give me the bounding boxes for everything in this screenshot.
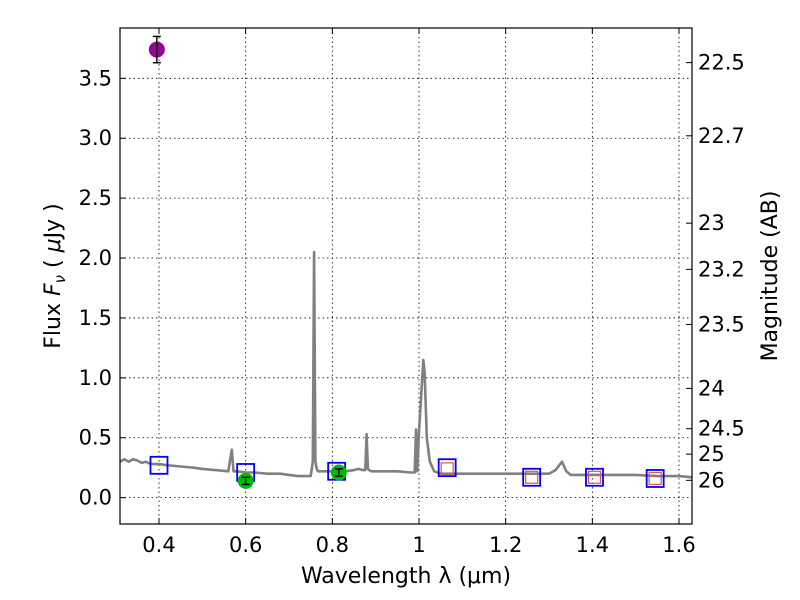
- plot-frame: [119, 27, 693, 525]
- y-tick-label: 1.0: [79, 366, 112, 390]
- y-tick-label: 1.5: [79, 306, 112, 330]
- model-photometry-square: [585, 467, 604, 487]
- y-axis-label: Flux Fν ( μJy ): [41, 203, 69, 348]
- x-tick-label: 1.4: [576, 533, 609, 557]
- x-tick-label: 0.4: [142, 533, 175, 557]
- model-photometry-square: [149, 455, 169, 475]
- markers-layer: [148, 35, 665, 489]
- model-photometry-square: [437, 458, 457, 478]
- y-axis-label-unit-mu: μ: [41, 238, 66, 253]
- x-axis-label: Wavelength λ (μm): [301, 564, 511, 589]
- magnitude-tick-label: 23.2: [698, 257, 745, 281]
- magnitude-tick-label: 22.5: [698, 51, 745, 75]
- model-photometry-inner-square: [525, 470, 539, 484]
- spectrum-layer: [119, 250, 693, 479]
- y-tick-label: 0.0: [79, 486, 112, 510]
- y-axis-label-text: Flux: [41, 303, 66, 349]
- model-photometry-square: [522, 467, 542, 487]
- model-photometry-square: [645, 469, 665, 488]
- x-tick-label: 1.2: [489, 533, 522, 557]
- magnitude-tick-label: 24: [698, 376, 725, 400]
- model-photometry-inner-square: [587, 470, 602, 484]
- y-tick-label: 0.5: [79, 426, 112, 450]
- model-photometry-inner-square: [648, 471, 662, 486]
- x-tick-label: 1.6: [662, 533, 695, 557]
- y-axis-label-subscript: ν: [51, 275, 69, 283]
- y-axis-label-unit-rest: Jy ): [41, 203, 66, 240]
- spectrum-line: [119, 250, 693, 479]
- ticks-layer: 0.4 0.6 0.8 1 1.2 1.4 1.6 0.0 0.5 1.0 1.5 2.0 2.5 3.0…: [79, 28, 745, 557]
- magnitude-tick-label: 24.5: [698, 417, 745, 441]
- x-tick-label: 0.8: [316, 533, 349, 557]
- x-tick-label: 1: [412, 533, 425, 557]
- magnitude-tick-label: 22.7: [698, 124, 745, 148]
- y-axis-label-unit-open: [41, 268, 66, 275]
- grid-layer: [120, 28, 692, 524]
- y-tick-label: 2.0: [79, 246, 112, 270]
- y2-axis-label: Magnitude (AB): [758, 191, 783, 362]
- x-tick-label: 0.6: [229, 533, 262, 557]
- y-tick-label: 3.0: [79, 126, 112, 150]
- magnitude-tick-label: 23.5: [698, 312, 745, 336]
- y-tick-label: 3.5: [79, 66, 112, 90]
- magnitude-tick-label: 26: [698, 468, 725, 492]
- magnitude-tick-label: 23: [698, 211, 725, 235]
- model-photometry-inner-square: [440, 462, 454, 476]
- y-axis-label-symbol: F: [41, 283, 66, 296]
- magnitude-tick-label: 25: [698, 442, 725, 466]
- y-tick-label: 2.5: [79, 186, 112, 210]
- y-axis-label-space: [41, 296, 66, 303]
- y-axis-label-unit-paren: (: [41, 252, 66, 268]
